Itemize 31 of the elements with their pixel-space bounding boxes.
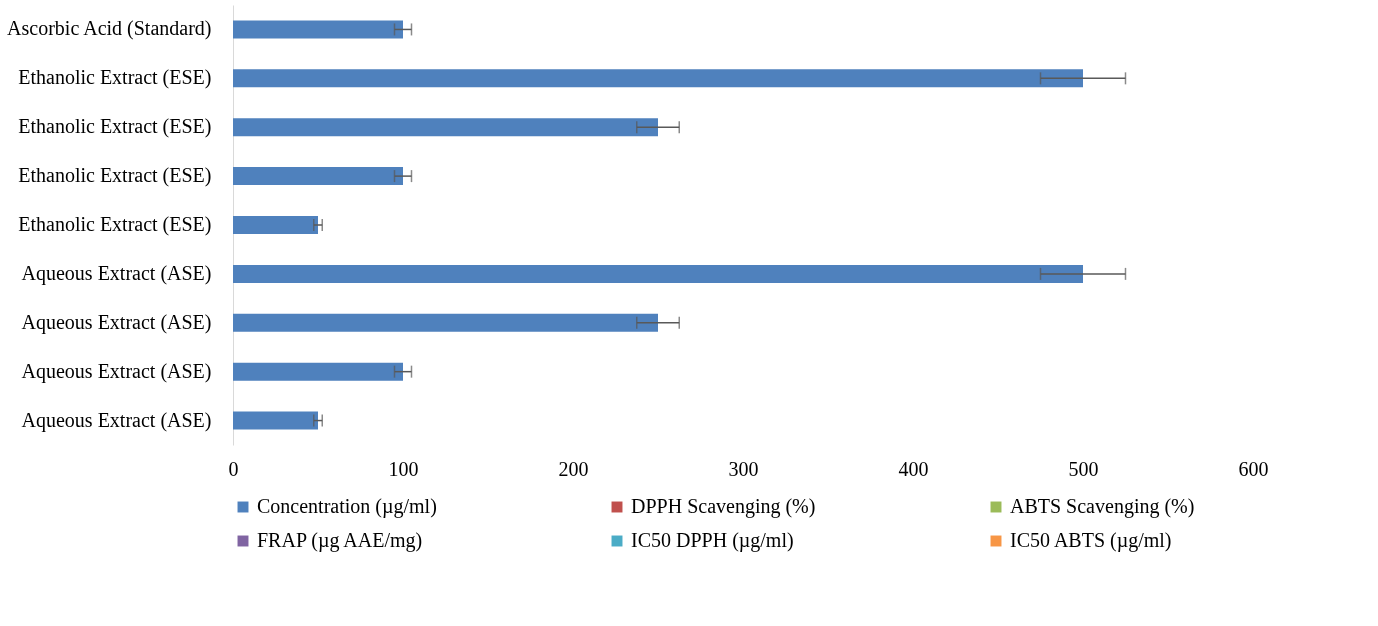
x-tick-label: 600 <box>1238 457 1269 480</box>
y-tick-label: Aqueous Extract (ASE) <box>21 310 212 334</box>
legend-label: ABTS Scavenging (%) <box>1010 495 1195 518</box>
y-tick-label: Aqueous Extract (ASE) <box>21 261 212 285</box>
y-tick-label: Ethanolic Extract (ESE) <box>18 213 212 236</box>
y-tick-label: Aqueous Extract (ASE) <box>21 359 212 383</box>
legend-label: IC50 ABTS (µg/ml) <box>1010 529 1172 552</box>
y-tick-label: Aqueous Extract (ASE) <box>21 408 212 432</box>
bar <box>233 313 658 332</box>
x-tick-label: 500 <box>1068 457 1099 480</box>
y-tick-label: Ethanolic Extract (ESE) <box>18 164 212 188</box>
bar <box>233 20 403 39</box>
y-tick-label: Ascorbic Acid (Standard) <box>7 17 212 41</box>
legend-label: FRAP (µg AAE/mg) <box>257 529 423 552</box>
bar <box>233 216 318 234</box>
legend-label: Concentration (µg/ml) <box>257 495 437 518</box>
x-tick-label: 100 <box>388 457 419 480</box>
bar <box>233 69 1083 88</box>
bar <box>233 118 658 137</box>
bar <box>233 264 1083 283</box>
x-tick-label: 300 <box>728 457 759 480</box>
bar <box>233 167 403 186</box>
y-tick-label: Ethanolic Extract (ESE) <box>18 115 212 139</box>
legend-label: IC50 DPPH (µg/ml) <box>631 529 794 552</box>
bar <box>233 411 318 430</box>
bar <box>233 362 403 381</box>
y-tick-label: Ethanolic Extract (ESE) <box>18 66 212 90</box>
x-tick-label: 200 <box>558 457 589 480</box>
legend-label: DPPH Scavenging (%) <box>631 495 816 518</box>
x-tick-label: 0 <box>228 457 239 480</box>
x-tick-label: 400 <box>898 457 929 480</box>
